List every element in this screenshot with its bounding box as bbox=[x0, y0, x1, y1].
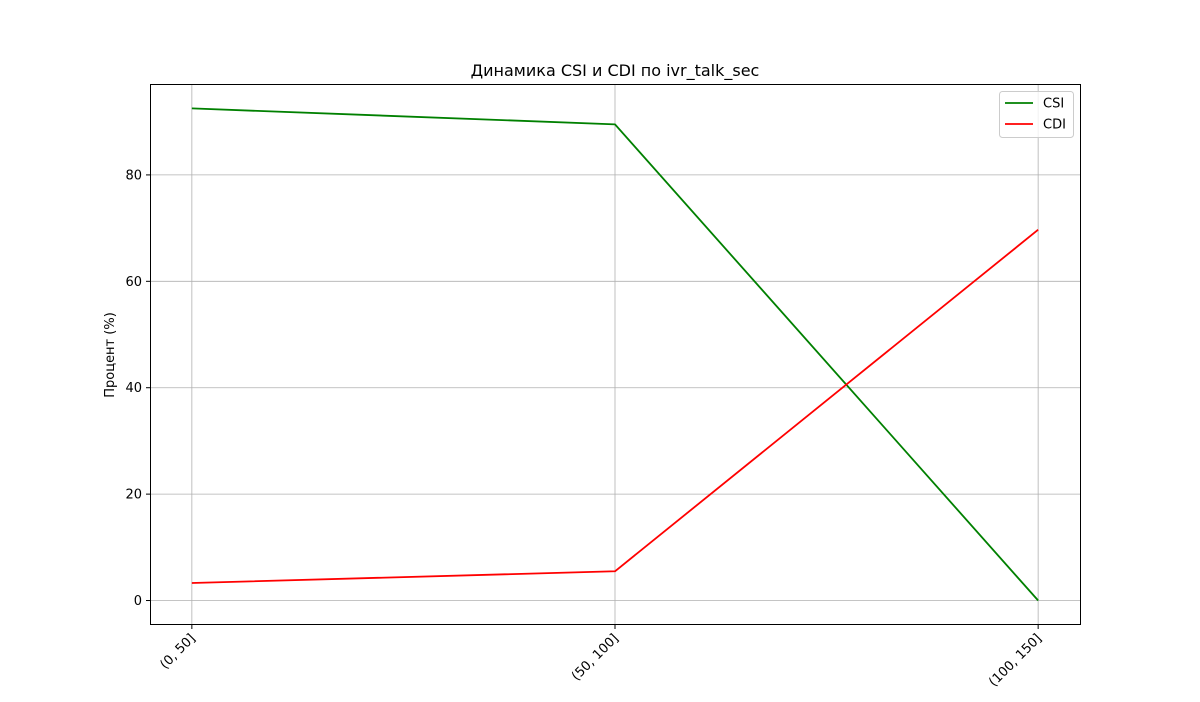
chart-title: Динамика CSI и CDI по ivr_talk_sec bbox=[471, 61, 760, 81]
series-lines bbox=[191, 107, 1039, 602]
x-tick-label: (50, 100] bbox=[569, 631, 622, 684]
plot-area-frame bbox=[150, 84, 1081, 625]
y-tick-label: 80 bbox=[125, 168, 142, 183]
grid-lines bbox=[150, 85, 1080, 625]
y-tick-label: 20 bbox=[125, 488, 142, 503]
y-tick-label: 40 bbox=[125, 381, 142, 396]
legend: CSI CDI bbox=[999, 91, 1074, 138]
legend-label-cdi: CDI bbox=[1043, 118, 1066, 133]
x-tick-label: (100, 150] bbox=[986, 631, 1045, 690]
y-axis-label: Процент (%) bbox=[103, 312, 118, 398]
legend-label-csi: CSI bbox=[1043, 97, 1064, 112]
y-tick-label: 0 bbox=[134, 594, 142, 609]
axis-ticks: (0, 50] (50, 100] (100, 150] 0 20 40 60 80 bbox=[125, 168, 1045, 690]
y-tick-label: 60 bbox=[125, 275, 142, 290]
x-tick-label: (0, 50] bbox=[158, 631, 199, 672]
